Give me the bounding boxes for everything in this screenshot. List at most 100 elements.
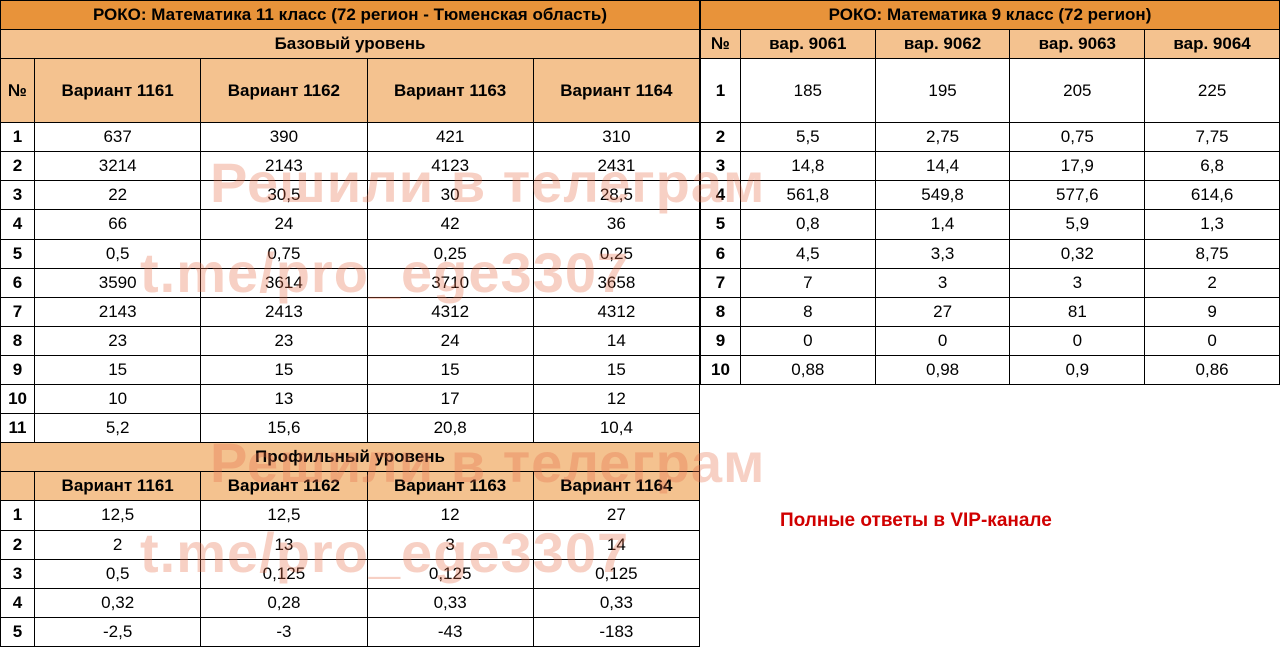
row-num: 9	[701, 326, 741, 355]
table-row: 90000	[701, 326, 1280, 355]
table-row: 77332	[701, 268, 1280, 297]
cell: 81	[1010, 297, 1145, 326]
cell: 6,8	[1145, 152, 1280, 181]
cell: 8	[740, 297, 875, 326]
cell: 8,75	[1145, 239, 1280, 268]
table-row: 4561,8549,8577,6614,6	[701, 181, 1280, 210]
cell: 28,5	[533, 181, 699, 210]
cell: 1,3	[1145, 210, 1280, 239]
cell: 2143	[201, 152, 367, 181]
row-num: 6	[701, 239, 741, 268]
cell: 3214	[35, 152, 201, 181]
cell: 3590	[35, 268, 201, 297]
cell: 5,5	[740, 123, 875, 152]
base-level-label: Базовый уровень	[1, 30, 700, 59]
cell: 0,125	[201, 559, 367, 588]
title-11: РОКО: Математика 11 класс (72 регион - Т…	[1, 1, 700, 30]
cell: 3658	[533, 268, 699, 297]
cell: 4312	[367, 297, 533, 326]
col-h: Вариант 1163	[367, 59, 533, 123]
cell: 13	[201, 385, 367, 414]
cell: 66	[35, 210, 201, 239]
cell: 3710	[367, 268, 533, 297]
row-num: 10	[1, 385, 35, 414]
cell: 15	[35, 355, 201, 384]
cell: 0,28	[201, 588, 367, 617]
cell: 2,75	[875, 123, 1010, 152]
row-num: 9	[1, 355, 35, 384]
cell: 12,5	[35, 501, 201, 530]
col-h: Вариант 1162	[201, 472, 367, 501]
cell: 15,6	[201, 414, 367, 443]
table-row: 823232414	[1, 326, 700, 355]
cell: 24	[201, 210, 367, 239]
col-h: вар. 9061	[740, 30, 875, 59]
table-row: 64,53,30,328,75	[701, 239, 1280, 268]
cell: 12	[533, 385, 699, 414]
table-row: 63590361437103658	[1, 268, 700, 297]
table-row: 466244236	[1, 210, 700, 239]
cell: 13	[201, 530, 367, 559]
table-row: 40,320,280,330,33	[1, 588, 700, 617]
title-9: РОКО: Математика 9 класс (72 регион)	[701, 1, 1280, 30]
vip-note: Полные ответы в VIP-канале	[780, 510, 1052, 532]
row-num: 2	[701, 123, 741, 152]
cell: 4123	[367, 152, 533, 181]
cell: 30,5	[201, 181, 367, 210]
table-row: 32230,53028,5	[1, 181, 700, 210]
cell: 561,8	[740, 181, 875, 210]
row-num: 7	[701, 268, 741, 297]
cell: 3,3	[875, 239, 1010, 268]
table-row: 72143241343124312	[1, 297, 700, 326]
cell: 42	[367, 210, 533, 239]
col-h: Вариант 1162	[201, 59, 367, 123]
cell: 3	[1010, 268, 1145, 297]
row-num: 1	[701, 59, 741, 123]
row-num: 5	[1, 617, 35, 646]
cell: -2,5	[35, 617, 201, 646]
cell: 0,5	[35, 239, 201, 268]
row-num: 4	[1, 588, 35, 617]
cell: 205	[1010, 59, 1145, 123]
cell: -3	[201, 617, 367, 646]
cell: 15	[201, 355, 367, 384]
cell: 0,25	[367, 239, 533, 268]
row-num: 4	[1, 210, 35, 239]
row-num: 3	[701, 152, 741, 181]
cell: 0,33	[533, 588, 699, 617]
table-row: 50,50,750,250,25	[1, 239, 700, 268]
cell: 0	[740, 326, 875, 355]
col-h: вар. 9064	[1145, 30, 1280, 59]
table-row: 1185195205225	[701, 59, 1280, 123]
row-num: 2	[1, 530, 35, 559]
table-row: 25,52,750,757,75	[701, 123, 1280, 152]
cell: 195	[875, 59, 1010, 123]
cell: 14	[533, 530, 699, 559]
cell: 0,86	[1145, 355, 1280, 384]
table-row: 5-2,5-3-43-183	[1, 617, 700, 646]
cell: 637	[35, 123, 201, 152]
cell: 0,25	[533, 239, 699, 268]
cell: 2	[35, 530, 201, 559]
cell: 0,32	[1010, 239, 1145, 268]
col-h: вар. 9063	[1010, 30, 1145, 59]
cell: 14,8	[740, 152, 875, 181]
table-grade9: РОКО: Математика 9 класс (72 регион) № в…	[700, 0, 1280, 385]
row-num: 2	[1, 152, 35, 181]
cell: 0	[1145, 326, 1280, 355]
col-num: №	[701, 30, 741, 59]
col-h: Вариант 1161	[35, 472, 201, 501]
col-h: Вариант 1164	[533, 472, 699, 501]
cell: 2143	[35, 297, 201, 326]
col-h: Вариант 1161	[35, 59, 201, 123]
cell: 614,6	[1145, 181, 1280, 210]
cell: 27	[875, 297, 1010, 326]
cell: 3614	[201, 268, 367, 297]
row-num: 10	[701, 355, 741, 384]
row-num: 5	[701, 210, 741, 239]
row-num: 11	[1, 414, 35, 443]
cell: 17	[367, 385, 533, 414]
table-row: 1010131712	[1, 385, 700, 414]
cell: 23	[201, 326, 367, 355]
cell: -183	[533, 617, 699, 646]
